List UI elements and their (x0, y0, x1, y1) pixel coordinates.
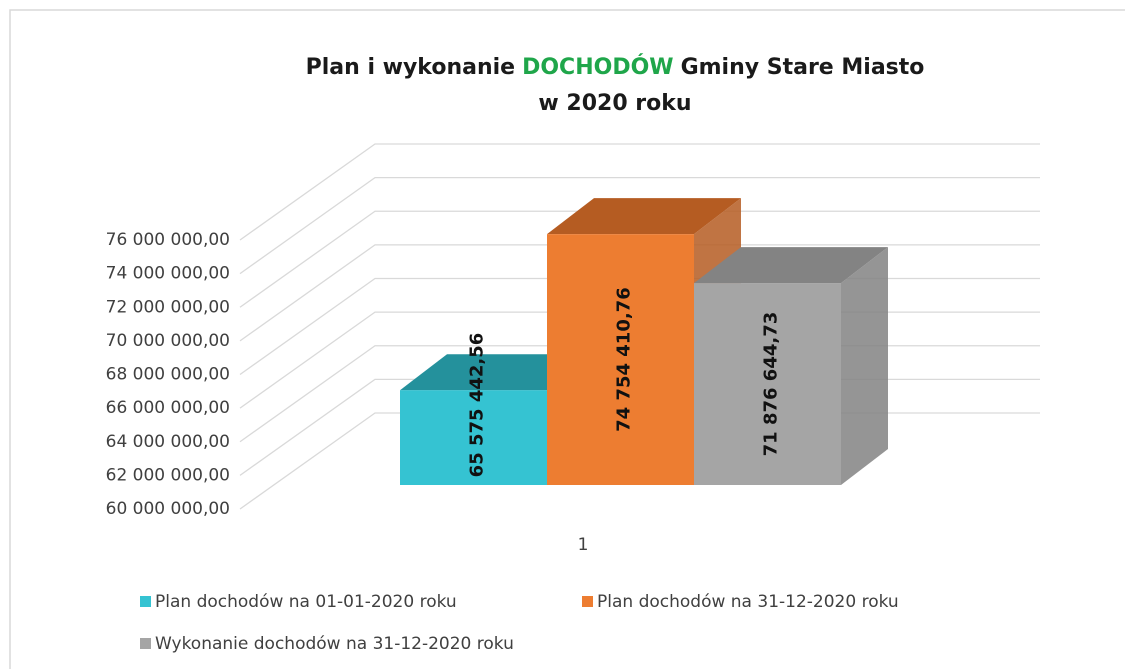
legend-swatch (140, 596, 151, 607)
legend-swatch (582, 596, 593, 607)
y-tick-label: 68 000 000,00 (106, 365, 230, 385)
y-tick-label: 62 000 000,00 (106, 465, 230, 485)
chart-title: Plan i wykonanie DOCHODÓW Gminy Stare Mias… (306, 54, 925, 80)
bar (694, 283, 841, 485)
grid-line (239, 210, 1040, 308)
y-tick-label: 72 000 000,00 (106, 297, 230, 317)
grid-line (239, 244, 1040, 342)
grid-line (239, 143, 1040, 241)
bar-side (841, 247, 888, 485)
y-tick-label: 66 000 000,00 (106, 398, 230, 418)
legend-label: Plan dochodów na 01-01-2020 roku (155, 592, 457, 612)
x-tick-label: 1 (578, 535, 589, 555)
bar-top (694, 247, 888, 284)
bar-top (547, 198, 741, 235)
bar-top (400, 354, 594, 391)
legend-label: Wykonanie dochodów na 31-12-2020 roku (155, 634, 514, 654)
legend-swatch (140, 638, 151, 649)
y-tick-label: 64 000 000,00 (106, 432, 230, 452)
y-tick-label: 70 000 000,00 (106, 331, 230, 351)
chart-title-line2: w 2020 roku (538, 91, 691, 116)
data-label: 71 876 644,73 (761, 312, 782, 457)
bar (547, 234, 694, 485)
bar (400, 390, 547, 485)
legend-label: Plan dochodów na 31-12-2020 roku (597, 592, 899, 612)
y-tick-label: 76 000 000,00 (106, 230, 230, 250)
y-tick-label: 74 000 000,00 (106, 264, 230, 284)
title-part: Gminy Stare Miasto (681, 55, 925, 80)
y-tick-label: 60 000 000,00 (106, 499, 230, 519)
grid-line (239, 176, 1040, 275)
data-label: 65 575 442,56 (467, 333, 488, 478)
title-highlight: DOCHODÓW (522, 54, 673, 80)
data-label: 74 754 410,76 (614, 287, 635, 432)
title-part: Plan i wykonanie (306, 55, 515, 80)
